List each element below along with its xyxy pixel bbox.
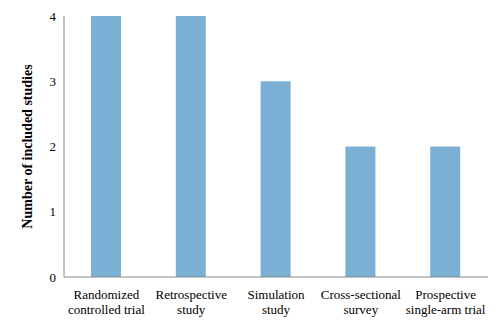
svg-text:3: 3 (50, 74, 57, 89)
svg-text:0: 0 (50, 270, 57, 285)
svg-text:Randomizedcontrolled trial: Randomizedcontrolled trial (68, 287, 145, 317)
svg-text:1: 1 (50, 204, 57, 219)
svg-text:Cross-sectionalsurvey: Cross-sectionalsurvey (321, 287, 402, 317)
svg-text:4: 4 (50, 9, 57, 24)
svg-text:Prospectivesingle-arm trial: Prospectivesingle-arm trial (406, 287, 486, 317)
svg-text:2: 2 (50, 139, 57, 154)
svg-text:Retrospectivestudy: Retrospectivestudy (155, 287, 227, 317)
svg-text:Number of included studies: Number of included studies (20, 64, 35, 229)
svg-text:Simulationstudy: Simulationstudy (247, 287, 305, 317)
